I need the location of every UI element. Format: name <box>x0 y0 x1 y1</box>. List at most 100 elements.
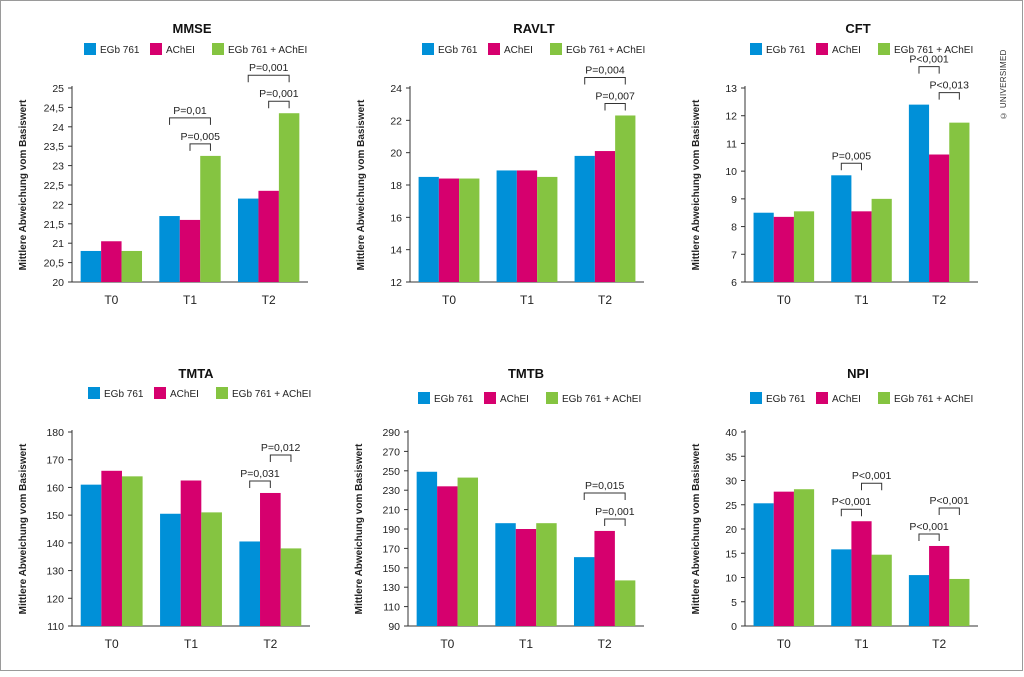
chart-ravlt: RAVLT EGb 761 AChEI EGb 761 + AChEI Mittlere… <box>356 21 645 307</box>
x-tick-label: T1 <box>854 293 868 307</box>
bar <box>495 523 516 626</box>
bar <box>594 151 616 282</box>
significance-label: P=0,015 <box>585 480 625 492</box>
bar <box>536 523 557 626</box>
bar <box>496 170 517 282</box>
y-tick-label: 0 <box>731 621 737 633</box>
legend-swatch <box>216 387 228 399</box>
bar <box>278 113 300 282</box>
legend-swatch <box>750 392 762 404</box>
x-tick-label: T0 <box>442 293 456 307</box>
legend-label: EGb 761 + AChEI <box>566 45 645 56</box>
bar <box>908 104 930 282</box>
y-axis-label: Mittlere Abweichung vom Basiswert <box>354 443 365 614</box>
significance-label: P<0,001 <box>909 54 949 66</box>
x-tick-label: T1 <box>184 637 198 651</box>
bar <box>258 190 279 282</box>
y-tick-label: 21 <box>52 238 64 250</box>
significance-bracket <box>604 102 626 111</box>
bar <box>101 241 122 282</box>
legend-label: EGb 761 <box>766 394 806 405</box>
x-tick-label: T0 <box>440 637 454 651</box>
legend-swatch <box>816 43 828 55</box>
significance-label: P<0,001 <box>930 495 970 507</box>
x-tick-label: T2 <box>263 637 277 651</box>
copyright-notice: © UNIVERSIMED <box>999 49 1008 120</box>
bar <box>793 211 815 282</box>
y-tick-label: 210 <box>382 505 400 517</box>
y-axis-label: Mittlere Abweichung vom Basiswert <box>18 99 29 270</box>
significance-label: P=0,01 <box>173 105 207 117</box>
significance-label: P<0,001 <box>852 470 892 482</box>
bar <box>908 575 930 626</box>
legend-label: EGb 761 <box>104 389 144 400</box>
x-tick-label: T1 <box>183 293 197 307</box>
legend-label: EGb 761 + AChEI <box>562 394 641 405</box>
significance-bracket <box>269 454 292 462</box>
y-axis-label: Mittlere Abweichung vom Basiswert <box>356 99 367 270</box>
y-axis-label: Mittlere Abweichung vom Basiswert <box>18 443 29 614</box>
chart-title: NPI <box>847 366 869 381</box>
significance-label: P<0,001 <box>909 521 949 533</box>
y-tick-label: 120 <box>46 593 64 605</box>
significance-label: P=0,012 <box>261 442 301 454</box>
legend-swatch <box>878 43 890 55</box>
legend-label: AChEI <box>500 394 529 405</box>
legend-label: EGb 761 <box>438 45 478 56</box>
legend-swatch <box>422 43 434 55</box>
legend-label: AChEI <box>166 45 195 56</box>
bar <box>438 178 460 282</box>
bar <box>201 512 222 626</box>
y-tick-label: 170 <box>46 455 64 467</box>
y-tick-label: 25 <box>52 83 64 95</box>
bar <box>437 486 458 626</box>
bar <box>949 122 970 283</box>
y-tick-label: 10 <box>725 166 737 178</box>
legend-label: EGb 761 + AChEI <box>232 389 311 400</box>
significance-label: P=0,005 <box>832 150 872 162</box>
legend-swatch <box>88 387 100 399</box>
bar <box>773 491 794 626</box>
bar <box>80 484 102 626</box>
bar <box>871 554 892 626</box>
y-tick-label: 22,5 <box>44 180 65 192</box>
bar <box>949 578 970 626</box>
x-tick-label: T0 <box>105 637 119 651</box>
y-tick-label: 110 <box>47 621 64 633</box>
bar <box>515 529 537 626</box>
legend-swatch <box>750 43 762 55</box>
y-tick-label: 16 <box>390 212 402 224</box>
legend-swatch <box>878 392 890 404</box>
significance-bracket <box>169 117 211 125</box>
bar <box>101 470 122 626</box>
y-tick-label: 150 <box>382 563 400 575</box>
legend-swatch <box>154 387 166 399</box>
y-axis-label: Mittlere Abweichung vom Basiswert <box>691 443 702 614</box>
bar <box>237 198 259 282</box>
significance-bracket <box>268 100 290 109</box>
x-tick-label: T2 <box>598 637 612 651</box>
y-tick-label: 20,5 <box>44 258 65 270</box>
x-tick-label: T1 <box>519 637 533 651</box>
y-tick-label: 21,5 <box>44 219 65 231</box>
legend-swatch <box>150 43 162 55</box>
bar <box>929 154 950 282</box>
legend-swatch <box>418 392 430 404</box>
x-tick-label: T2 <box>262 293 276 307</box>
significance-bracket <box>249 480 271 488</box>
significance-bracket <box>861 482 883 491</box>
y-tick-label: 10 <box>725 573 737 585</box>
bar <box>871 198 892 282</box>
y-tick-label: 130 <box>382 582 400 594</box>
significance-label: P<0,001 <box>832 496 872 508</box>
y-tick-label: 25 <box>725 500 737 512</box>
y-tick-label: 140 <box>46 538 64 550</box>
y-tick-label: 270 <box>382 446 400 458</box>
bar <box>459 178 480 282</box>
bar <box>773 216 794 282</box>
bar <box>239 541 261 626</box>
legend-label: EGb 761 <box>434 394 474 405</box>
y-tick-label: 13 <box>725 83 737 95</box>
legend-label: EGb 761 <box>100 45 140 56</box>
y-tick-label: 130 <box>46 566 64 578</box>
